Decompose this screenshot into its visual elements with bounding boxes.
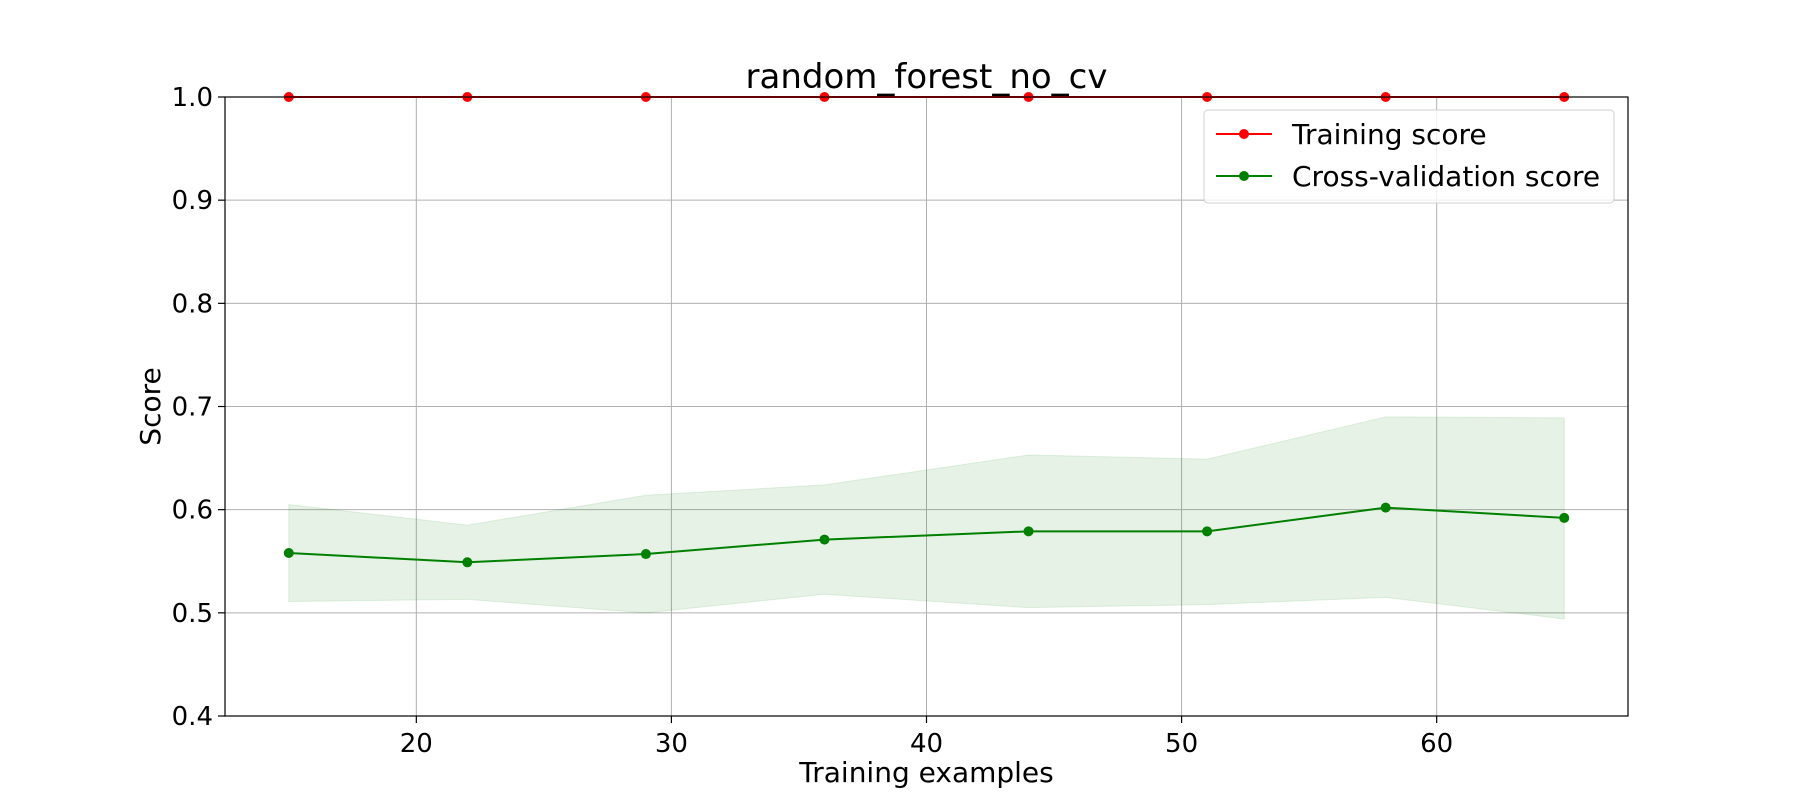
y-ticks: 0.4 0.5 0.6 0.7 0.8 0.9 1.0	[172, 83, 225, 732]
y-axis-label: Score	[134, 367, 167, 445]
x-tick-label: 30	[655, 729, 688, 759]
y-tick-label: 0.6	[172, 496, 213, 526]
x-axis-label: Training examples	[798, 756, 1054, 789]
cross-validation-score-point	[1023, 526, 1034, 537]
legend-label-cross-validation-score: Cross-validation score	[1292, 160, 1600, 193]
cross-validation-score-point	[283, 547, 294, 558]
y-tick-label: 0.5	[172, 599, 213, 629]
legend-marker-training-score	[1239, 129, 1249, 139]
band-cross-validation-score	[288, 416, 1565, 620]
cross-validation-score-point	[819, 534, 830, 545]
y-tick-label: 0.4	[172, 702, 213, 732]
cross-validation-score-point	[640, 549, 651, 560]
cross-validation-score-point	[462, 557, 473, 568]
legend: Training score Cross-validation score	[1203, 109, 1615, 204]
legend-box	[1203, 109, 1615, 204]
x-tick-label: 20	[400, 729, 433, 759]
cross-validation-score-point	[1202, 526, 1213, 537]
x-tick-label: 40	[910, 729, 943, 759]
x-ticks: 20 30 40 50 60	[400, 716, 1453, 759]
y-tick-label: 0.9	[172, 186, 213, 216]
y-tick-label: 0.7	[172, 393, 213, 423]
legend-label-training-score: Training score	[1291, 118, 1487, 151]
x-tick-label: 60	[1420, 729, 1453, 759]
y-tick-label: 1.0	[172, 83, 213, 113]
legend-marker-cross-validation-score	[1239, 171, 1249, 181]
x-tick-label: 50	[1165, 729, 1198, 759]
cross-validation-score-point	[1380, 502, 1391, 513]
cross-validation-score-point	[1559, 512, 1570, 523]
chart-title: random_forest_no_cv	[746, 57, 1108, 97]
cross-validation-score-line	[288, 506, 1565, 564]
y-tick-label: 0.8	[172, 289, 213, 319]
